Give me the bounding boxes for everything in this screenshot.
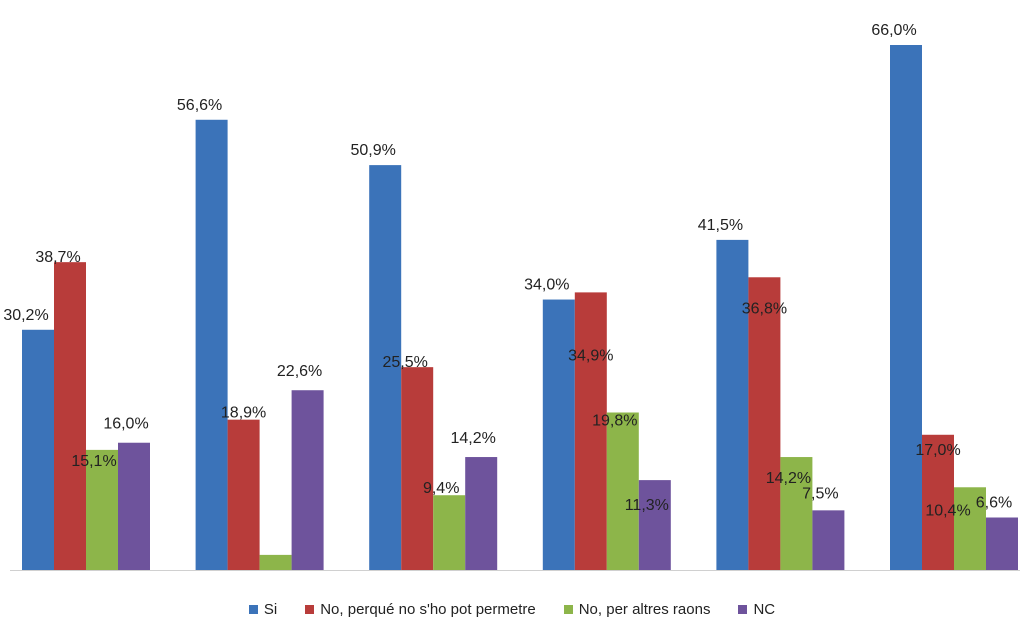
data-label-2-group-2: 18,9% xyxy=(221,405,266,422)
bar-3-group-2 xyxy=(259,554,292,570)
bar-4-group-4 xyxy=(638,480,671,570)
data-label-4-group-1: 16,0% xyxy=(103,416,148,433)
bar-4-group-3 xyxy=(465,457,498,570)
legend-label-4: NC xyxy=(753,600,776,618)
bar-2-group-6 xyxy=(922,434,954,570)
legend: Si No, perqué no s'ho pot permetre No, per… xyxy=(0,598,1024,620)
data-label-2-group-1: 38,7% xyxy=(35,249,80,266)
legend-label-3: No, per altres raons xyxy=(578,600,711,618)
bar-1-group-4 xyxy=(542,299,575,570)
bar-chart: 30,2% 56,6% 50,9% 34,0% 41,5% 66,0% 38,7% 18,9%… xyxy=(3,22,1020,571)
data-labels: 30,2% 56,6% 50,9% 34,0% 41,5% 66,0% 38,7% 18,9%… xyxy=(3,22,1012,519)
bar-4-group-5 xyxy=(812,510,845,570)
bar-1-group-6 xyxy=(890,45,922,570)
bar-3-group-4 xyxy=(606,412,639,570)
bar-3-group-5 xyxy=(780,457,813,570)
data-label-2-group-5: 36,8% xyxy=(742,300,787,317)
legend-swatch-3 xyxy=(563,604,573,614)
data-label-1-group-5: 41,5% xyxy=(698,217,743,234)
data-label-3-group-1: 15,1% xyxy=(71,453,116,470)
bar-1-group-5 xyxy=(716,239,749,571)
bar-1-group-2 xyxy=(195,119,228,570)
data-label-3-group-6: 10,4% xyxy=(925,502,970,519)
data-label-4-group-2: 22,6% xyxy=(277,363,322,380)
bar-4-group-6 xyxy=(986,517,1018,570)
legend-item-2: No, perqué no s'ho pot permetre xyxy=(305,601,536,618)
bar-3-group-6 xyxy=(954,487,986,570)
data-label-1-group-3: 50,9% xyxy=(351,142,396,159)
data-label-3-group-5: 14,2% xyxy=(766,470,811,487)
bar-1-group-3 xyxy=(369,165,402,570)
data-label-2-group-4: 34,9% xyxy=(568,347,613,364)
bar-3-group-3 xyxy=(433,495,466,570)
bar-4-group-2 xyxy=(291,390,324,570)
data-label-1-group-4: 34,0% xyxy=(524,277,569,294)
data-label-3-group-3: 9,4% xyxy=(423,480,459,497)
legend-swatch-2 xyxy=(305,604,315,614)
bar-3-group-1 xyxy=(86,449,118,570)
data-label-1-group-2: 56,6% xyxy=(177,97,222,114)
legend-item-1: Si xyxy=(248,600,278,618)
bar-2-group-3 xyxy=(401,367,434,570)
bars xyxy=(22,45,1018,571)
data-label-4-group-3: 14,2% xyxy=(451,430,496,447)
data-label-4-group-4: 11,3% xyxy=(625,497,669,514)
data-label-3-group-4: 19,8% xyxy=(592,413,637,430)
legend-label-1: Si xyxy=(263,600,278,618)
bar-2-group-4 xyxy=(574,292,607,570)
legend-swatch-1 xyxy=(248,604,258,614)
bar-4-group-1 xyxy=(118,442,150,570)
legend-item-4: NC xyxy=(738,601,775,618)
bar-2-group-5 xyxy=(748,277,781,570)
data-label-4-group-5: 7,5% xyxy=(802,485,838,502)
legend-label-2: No, perqué no s'ho pot permetre xyxy=(320,600,536,618)
data-label-1-group-1: 30,2% xyxy=(3,307,48,324)
data-label-4-group-6: 6,6% xyxy=(976,495,1012,512)
legend-swatch-4 xyxy=(738,604,748,614)
bar-2-group-1 xyxy=(54,262,86,570)
legend-item-3: No, per altres raons xyxy=(563,600,711,618)
data-label-1-group-6: 66,0% xyxy=(871,22,916,39)
bar-1-group-1 xyxy=(22,329,54,570)
data-label-2-group-3: 25,5% xyxy=(383,354,428,371)
data-label-2-group-6: 17,0% xyxy=(915,442,960,459)
bar-2-group-2 xyxy=(227,419,260,570)
